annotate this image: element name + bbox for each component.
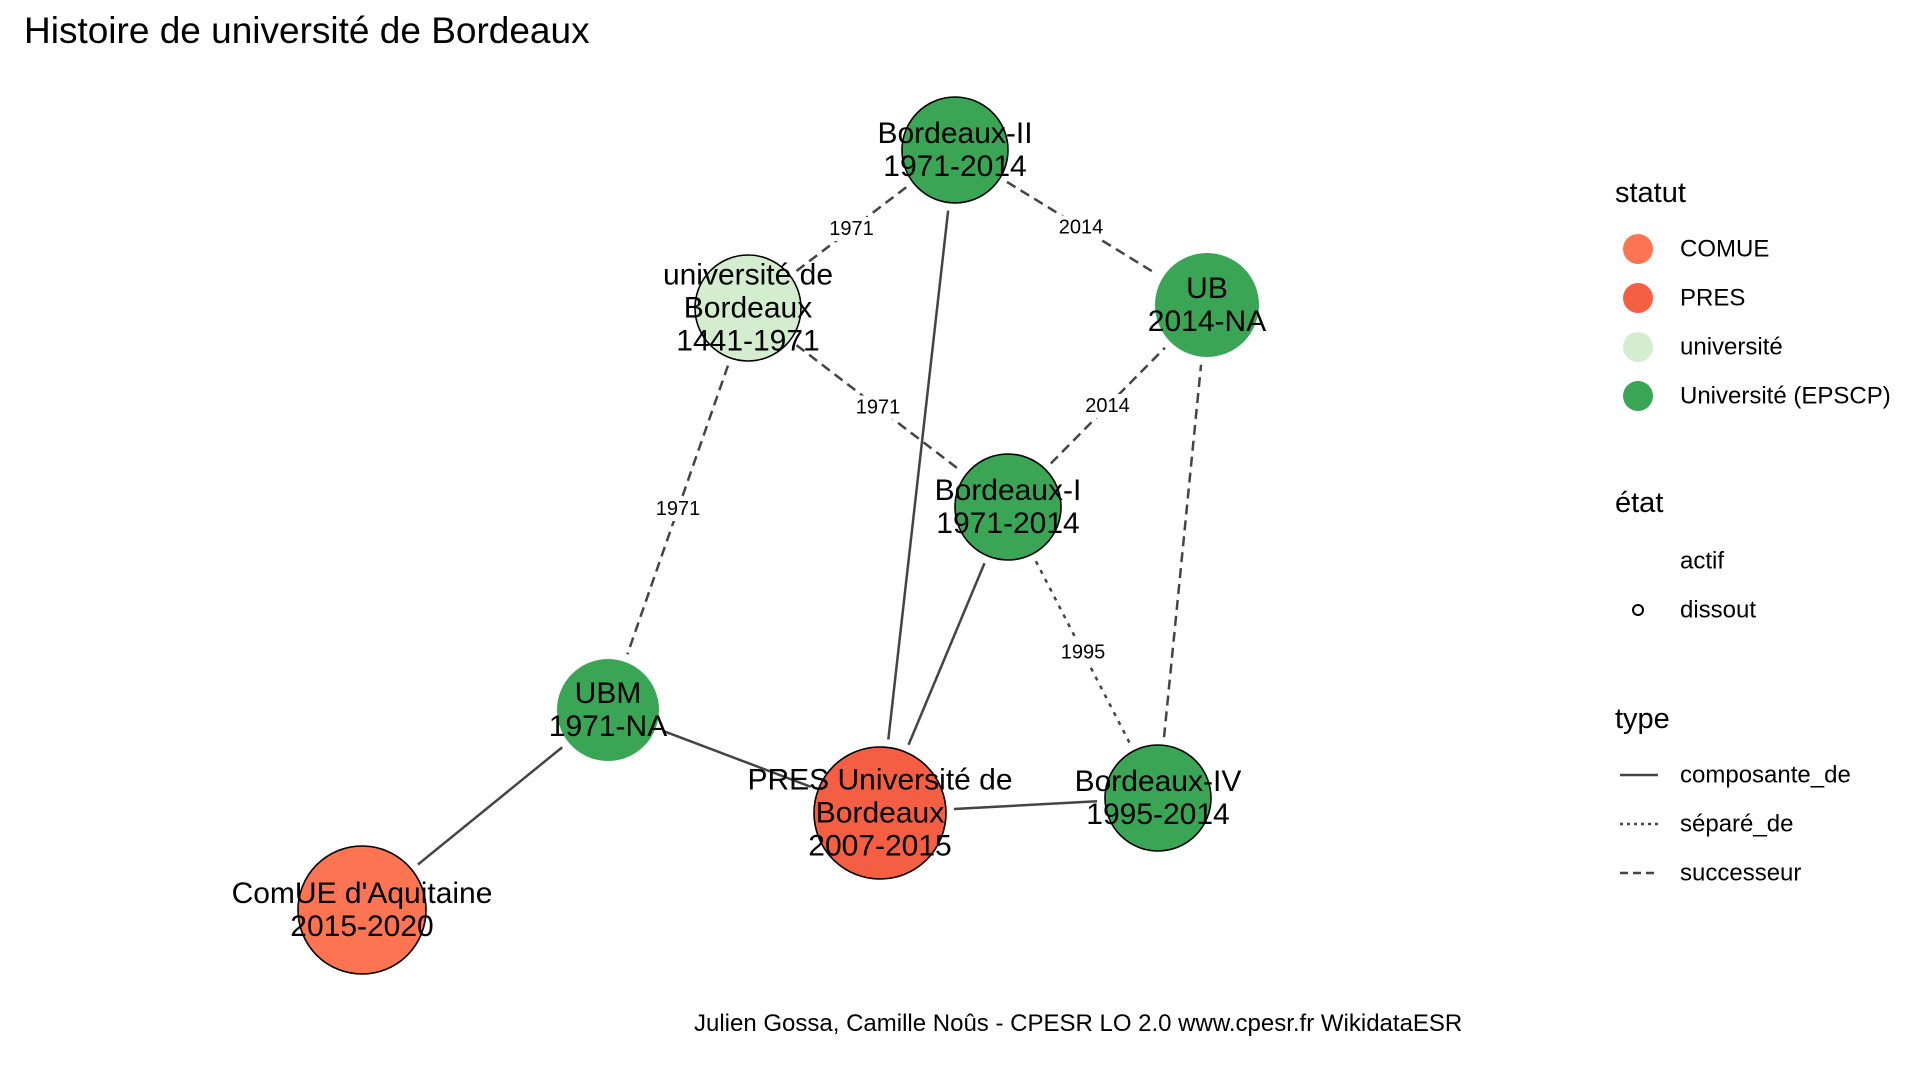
legend-item-label: PRES [1680, 285, 1745, 312]
node-label: 1971-2014 [936, 507, 1079, 540]
legend-swatch [1632, 604, 1644, 616]
node-label: PRES Université de [747, 764, 1012, 797]
node-label: Bordeaux-I [935, 474, 1082, 507]
edge-label-bg [1056, 640, 1110, 665]
node-label: Bordeaux-II [877, 117, 1032, 150]
node-label: université de [663, 259, 833, 292]
edge-ubm-comue [417, 746, 564, 866]
legend-item-label: séparé_de [1680, 811, 1793, 838]
node-label: 1995-2014 [1086, 798, 1229, 831]
legend-item-label: actif [1680, 548, 1724, 575]
legend-title: état [1615, 487, 1663, 519]
node-label: Bordeaux [816, 797, 944, 830]
node-circle [1155, 253, 1259, 357]
edge-label-bg [825, 217, 878, 241]
node-label: ComUE d'Aquitaine [232, 877, 493, 910]
edge-label: 1971 [656, 498, 701, 520]
node-label: 2007-2015 [808, 830, 951, 863]
legend: statut COMUE PRES université Université (EPS… [1615, 177, 1891, 887]
legend-title: statut [1615, 177, 1686, 209]
edge-ubm-pres [662, 729, 812, 788]
legend-title: type [1615, 703, 1670, 735]
legend-item-label: COMUE [1680, 236, 1769, 263]
legend-swatch [1623, 381, 1653, 411]
node-circle [813, 746, 947, 880]
legend-item-label: Université (EPSCP) [1680, 383, 1891, 410]
edge-bx4-pres [953, 800, 1098, 811]
node-circle [901, 96, 1009, 204]
edge-labels-layer: 1971 2014 1971 2014 1971 1995 [651, 215, 1134, 665]
node-label: 1971-2014 [883, 150, 1026, 183]
edge-label: 1995 [1061, 642, 1106, 664]
edge-label-bg [651, 497, 705, 521]
node-circle [557, 659, 659, 761]
chart-title: Histoire de université de Bordeaux [24, 10, 590, 51]
edge-bx1-pres [907, 562, 986, 746]
legend-item-label: successeur [1680, 860, 1801, 887]
edge-label: 2014 [1085, 395, 1130, 417]
edge-bx2-pres [887, 210, 950, 740]
node-circle [954, 453, 1062, 561]
node-label: 2015-2020 [290, 910, 433, 943]
node-label: Bordeaux [684, 292, 812, 325]
edge-bx4-ub [1162, 364, 1203, 738]
legend-item-label: dissout [1680, 597, 1756, 624]
edge-label: 1971 [856, 397, 901, 419]
legend-item-label: composante_de [1680, 762, 1851, 789]
node-label: 1971-NA [549, 710, 667, 743]
edge-label-bg [1081, 394, 1134, 418]
node-circle [694, 254, 802, 362]
node-label: UBM [575, 677, 642, 710]
edge-label: 2014 [1059, 217, 1104, 239]
caption: Julien Gossa, Camille Noûs - CPESR LO 2.… [694, 1010, 1463, 1037]
node-label: 2014-NA [1148, 305, 1266, 338]
edge-label-bg [1054, 215, 1108, 240]
edge-label: 1971 [829, 218, 874, 240]
node-label: 1441-1971 [676, 325, 819, 358]
node-label: UB [1186, 272, 1228, 305]
node-circle [1104, 744, 1212, 852]
legend-swatch [1623, 283, 1653, 313]
legend-item-label: université [1680, 334, 1783, 361]
legend-swatch [1623, 234, 1653, 264]
legend-swatch [1623, 332, 1653, 362]
edge-label-bg [851, 395, 905, 420]
node-label: Bordeaux-IV [1075, 765, 1242, 798]
node-circle [297, 845, 427, 975]
